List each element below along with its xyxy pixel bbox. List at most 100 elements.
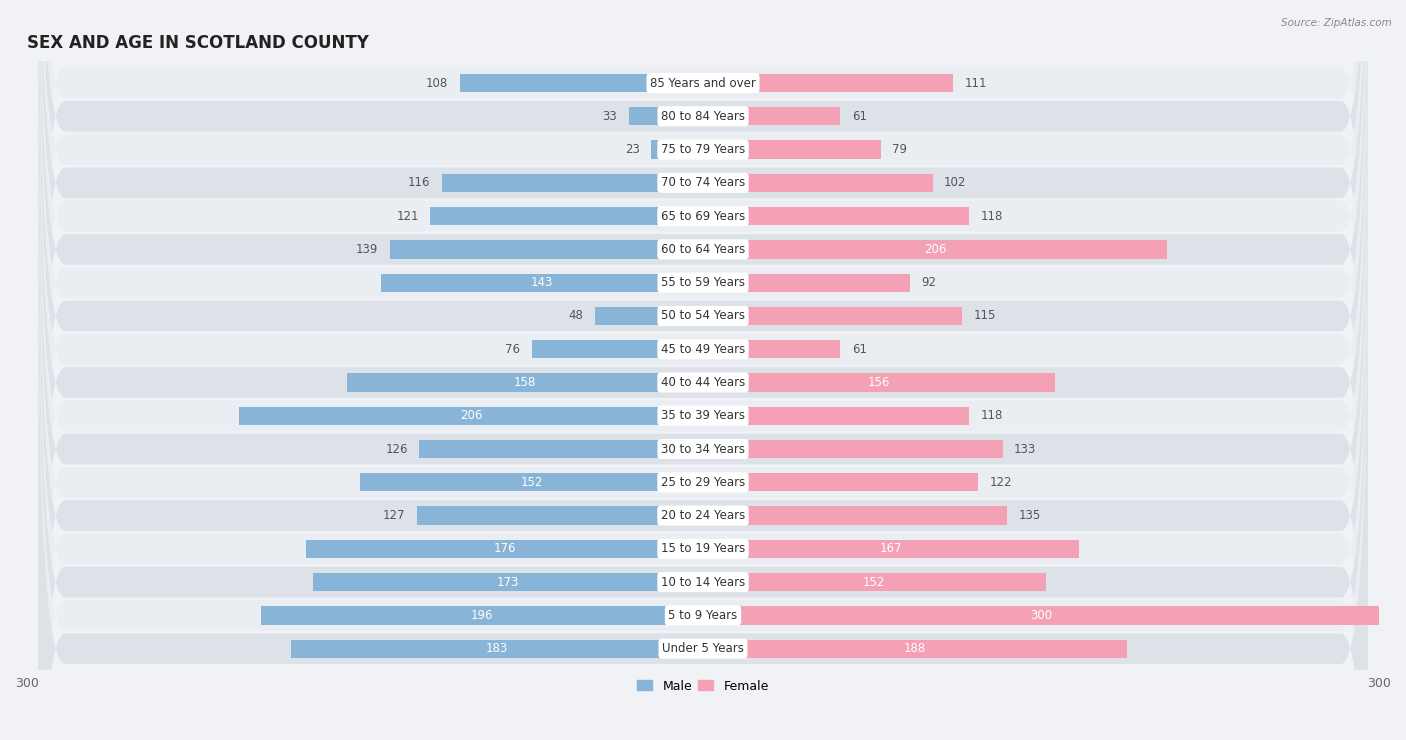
FancyBboxPatch shape xyxy=(38,0,1368,500)
FancyBboxPatch shape xyxy=(38,98,1368,740)
Text: 116: 116 xyxy=(408,176,430,189)
FancyBboxPatch shape xyxy=(38,165,1368,740)
FancyBboxPatch shape xyxy=(38,198,1368,740)
Bar xyxy=(703,506,1007,525)
Text: 126: 126 xyxy=(385,443,408,456)
Bar xyxy=(703,374,1054,391)
Bar xyxy=(703,240,1167,258)
Text: 167: 167 xyxy=(880,542,903,555)
Bar xyxy=(703,539,1080,558)
Text: 5 to 9 Years: 5 to 9 Years xyxy=(668,609,738,622)
Bar xyxy=(703,274,910,292)
Bar xyxy=(628,107,703,126)
Text: 173: 173 xyxy=(496,576,519,588)
Text: 40 to 44 Years: 40 to 44 Years xyxy=(661,376,745,389)
Text: 196: 196 xyxy=(471,609,494,622)
FancyBboxPatch shape xyxy=(38,132,1368,740)
Text: 48: 48 xyxy=(568,309,583,323)
Text: 76: 76 xyxy=(506,343,520,356)
Bar xyxy=(703,141,882,158)
Text: 176: 176 xyxy=(494,542,516,555)
Text: 92: 92 xyxy=(921,276,936,289)
Text: 45 to 49 Years: 45 to 49 Years xyxy=(661,343,745,356)
Bar xyxy=(703,207,969,225)
Text: 23: 23 xyxy=(626,143,640,156)
Bar xyxy=(389,240,703,258)
Bar xyxy=(314,573,703,591)
Bar xyxy=(595,307,703,325)
Bar xyxy=(347,374,703,391)
Text: 139: 139 xyxy=(356,243,378,256)
FancyBboxPatch shape xyxy=(38,0,1368,700)
Text: Source: ZipAtlas.com: Source: ZipAtlas.com xyxy=(1281,18,1392,29)
Text: 75 to 79 Years: 75 to 79 Years xyxy=(661,143,745,156)
Text: Under 5 Years: Under 5 Years xyxy=(662,642,744,655)
Bar xyxy=(703,340,841,358)
Text: 158: 158 xyxy=(513,376,536,389)
Bar xyxy=(381,274,703,292)
Text: 115: 115 xyxy=(973,309,995,323)
Bar xyxy=(651,141,703,158)
Text: 15 to 19 Years: 15 to 19 Years xyxy=(661,542,745,555)
FancyBboxPatch shape xyxy=(38,0,1368,600)
FancyBboxPatch shape xyxy=(38,0,1368,467)
Bar xyxy=(239,406,703,425)
Text: 133: 133 xyxy=(1014,443,1036,456)
FancyBboxPatch shape xyxy=(38,232,1368,740)
FancyBboxPatch shape xyxy=(38,0,1368,534)
Bar xyxy=(703,573,1046,591)
Text: 152: 152 xyxy=(863,576,886,588)
Legend: Male, Female: Male, Female xyxy=(633,675,773,698)
FancyBboxPatch shape xyxy=(38,0,1368,567)
Text: 25 to 29 Years: 25 to 29 Years xyxy=(661,476,745,489)
Text: 20 to 24 Years: 20 to 24 Years xyxy=(661,509,745,522)
FancyBboxPatch shape xyxy=(38,0,1368,740)
Text: 85 Years and over: 85 Years and over xyxy=(650,76,756,90)
Text: 122: 122 xyxy=(990,476,1012,489)
Bar xyxy=(703,440,1002,458)
Text: 188: 188 xyxy=(904,642,927,655)
Text: 206: 206 xyxy=(460,409,482,423)
Text: 152: 152 xyxy=(520,476,543,489)
Text: 300: 300 xyxy=(1031,609,1052,622)
Text: 135: 135 xyxy=(1018,509,1040,522)
Text: 156: 156 xyxy=(868,376,890,389)
Bar xyxy=(291,639,703,658)
Text: 121: 121 xyxy=(396,209,419,223)
Text: 65 to 69 Years: 65 to 69 Years xyxy=(661,209,745,223)
Text: 33: 33 xyxy=(603,110,617,123)
FancyBboxPatch shape xyxy=(38,0,1368,667)
Text: 80 to 84 Years: 80 to 84 Years xyxy=(661,110,745,123)
Text: 127: 127 xyxy=(382,509,405,522)
FancyBboxPatch shape xyxy=(38,32,1368,740)
FancyBboxPatch shape xyxy=(38,265,1368,740)
Text: 111: 111 xyxy=(965,76,987,90)
Bar xyxy=(307,539,703,558)
Text: 61: 61 xyxy=(852,110,866,123)
Bar xyxy=(419,440,703,458)
Text: 118: 118 xyxy=(980,409,1002,423)
Bar xyxy=(703,74,953,92)
Text: 206: 206 xyxy=(924,243,946,256)
Bar xyxy=(703,606,1379,625)
Bar xyxy=(460,74,703,92)
Bar xyxy=(703,406,969,425)
Bar xyxy=(262,606,703,625)
Text: 50 to 54 Years: 50 to 54 Years xyxy=(661,309,745,323)
Text: 143: 143 xyxy=(530,276,553,289)
Text: 183: 183 xyxy=(485,642,508,655)
Text: 70 to 74 Years: 70 to 74 Years xyxy=(661,176,745,189)
Bar xyxy=(416,506,703,525)
Bar xyxy=(430,207,703,225)
Text: 61: 61 xyxy=(852,343,866,356)
Bar xyxy=(703,639,1126,658)
Bar xyxy=(703,174,932,192)
Text: 10 to 14 Years: 10 to 14 Years xyxy=(661,576,745,588)
FancyBboxPatch shape xyxy=(38,65,1368,740)
Bar xyxy=(703,473,979,491)
Text: 118: 118 xyxy=(980,209,1002,223)
FancyBboxPatch shape xyxy=(38,0,1368,633)
Bar xyxy=(703,107,841,126)
Text: 108: 108 xyxy=(426,76,449,90)
Bar xyxy=(360,473,703,491)
